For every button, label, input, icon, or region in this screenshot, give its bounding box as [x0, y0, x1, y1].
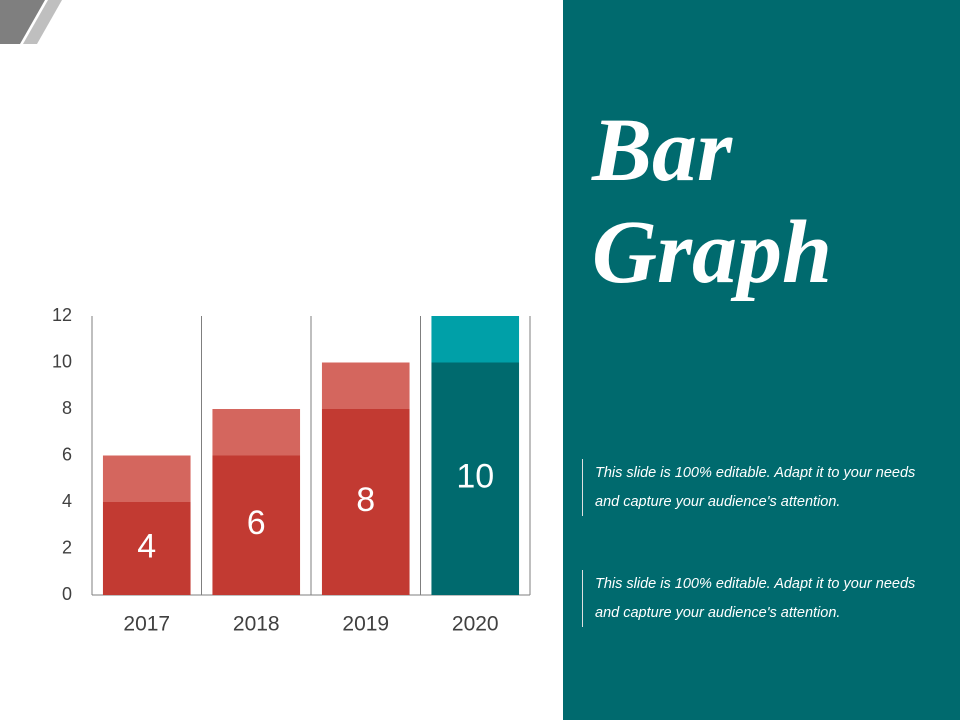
note: This slide is 100% editable. Adapt it to… [582, 570, 925, 627]
data-label: 6 [247, 504, 266, 542]
data-label: 8 [356, 481, 375, 519]
bar-segment [212, 455, 301, 595]
slide-title: Bar Graph [592, 101, 833, 302]
x-tick-label: 2020 [452, 613, 499, 636]
y-tick-label: 0 [62, 584, 72, 604]
bar-segment [321, 362, 410, 409]
x-tick-label: 2019 [342, 613, 389, 636]
decoration [0, 0, 45, 44]
bar-segment [321, 409, 410, 595]
chart: 0 2 4 6 8 10 12 2017 4 2018 6 2019 8 2020 10 [0, 0, 531, 636]
y-tick-label: 12 [52, 305, 72, 325]
data-label: 10 [456, 458, 494, 496]
y-tick-label: 6 [62, 444, 72, 464]
bar-segment [431, 316, 520, 363]
x-tick-label: 2017 [123, 613, 170, 636]
data-label: 4 [137, 527, 156, 565]
y-tick-label: 2 [62, 537, 72, 557]
y-tick-label: 8 [62, 398, 72, 418]
bar-segment [431, 362, 520, 595]
note: This slide is 100% editable. Adapt it to… [582, 459, 925, 516]
x-tick-label: 2018 [233, 613, 280, 636]
side-panel [563, 0, 960, 720]
decoration [23, 0, 62, 44]
y-tick-label: 4 [62, 491, 72, 511]
y-tick-label: 10 [52, 351, 72, 371]
bar-segment [102, 455, 191, 502]
bar-segment [212, 409, 301, 456]
bar-segment [102, 502, 191, 595]
